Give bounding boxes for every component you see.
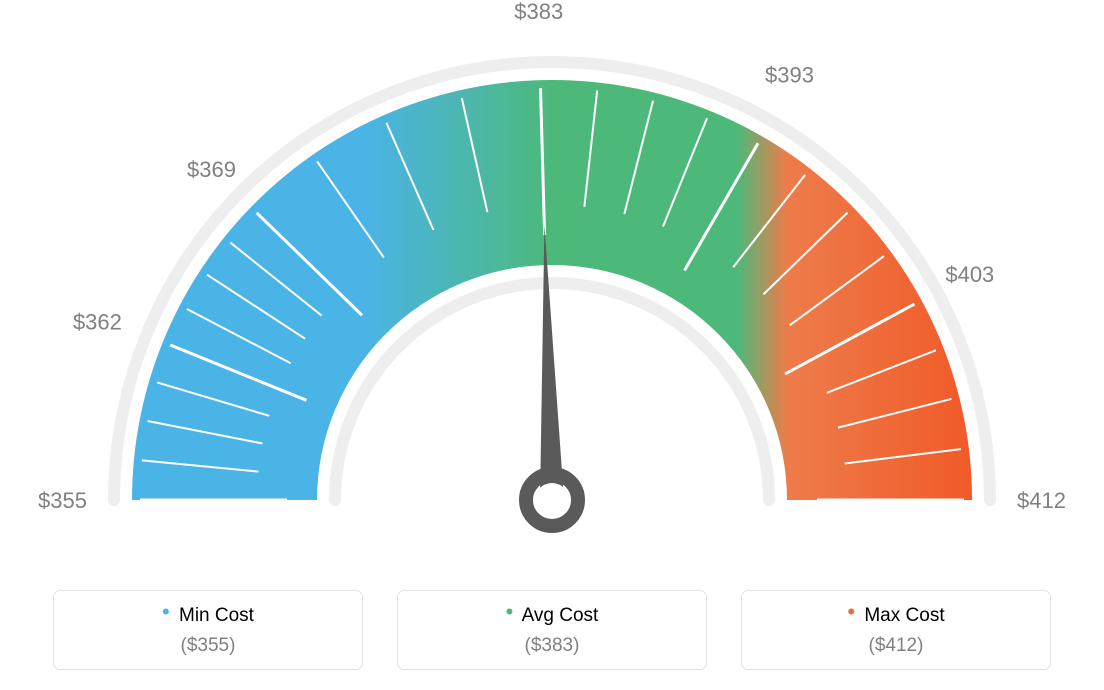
legend-avg: • Avg Cost ($383) bbox=[397, 590, 707, 670]
legend-avg-label: • Avg Cost bbox=[398, 605, 706, 627]
legend-max-text: Max Cost bbox=[864, 605, 944, 626]
legend-avg-value: ($383) bbox=[398, 635, 706, 657]
dot-icon: • bbox=[847, 599, 855, 624]
legend-max: • Max Cost ($412) bbox=[741, 590, 1051, 670]
gauge-tick-label: $362 bbox=[73, 309, 122, 334]
gauge-svg: $355 $362 $369 $383 $393 $403 $412 bbox=[0, 0, 1104, 570]
gauge-chart: $355 $362 $369 $383 $393 $403 $412 bbox=[0, 0, 1104, 570]
gauge-tick-label: $412 bbox=[1017, 488, 1066, 513]
gauge-tick-label: $393 bbox=[765, 63, 814, 88]
legend-max-label: • Max Cost bbox=[742, 605, 1050, 627]
legend-min-text: Min Cost bbox=[179, 605, 254, 626]
legend-avg-text: Avg Cost bbox=[522, 605, 599, 626]
gauge-tick-label: $383 bbox=[514, 0, 563, 24]
gauge-tick-label: $369 bbox=[187, 157, 236, 182]
dot-icon: • bbox=[162, 599, 170, 624]
legend-min-label: • Min Cost bbox=[54, 605, 362, 627]
dot-icon: • bbox=[506, 599, 514, 624]
gauge-tick-label: $403 bbox=[945, 262, 994, 287]
legend-row: • Min Cost ($355) • Avg Cost ($383) • Ma… bbox=[0, 590, 1104, 670]
legend-min-value: ($355) bbox=[54, 635, 362, 657]
legend-min: • Min Cost ($355) bbox=[53, 590, 363, 670]
legend-max-value: ($412) bbox=[742, 635, 1050, 657]
gauge-tick-label: $355 bbox=[38, 488, 87, 513]
